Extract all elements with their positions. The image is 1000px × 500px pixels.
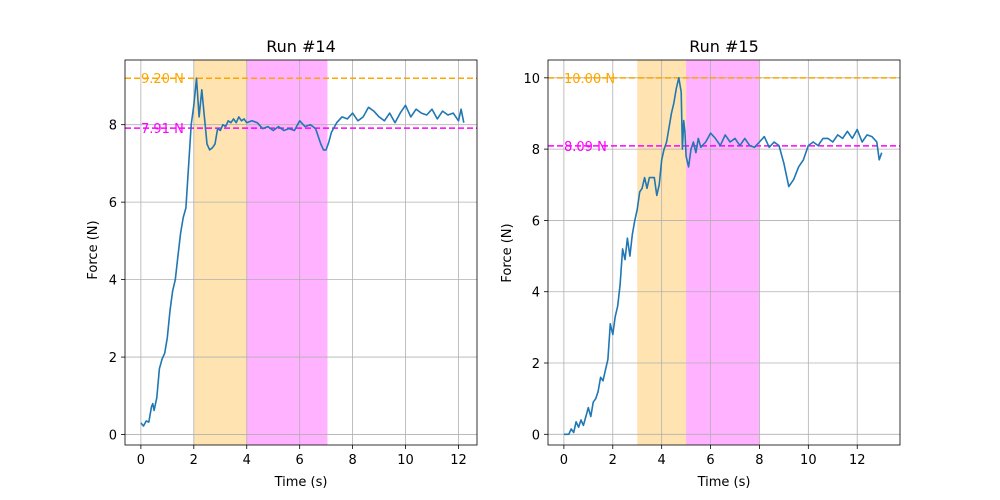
reference-line-label: 9.20 N [141,72,184,87]
y-tick-label: 2 [532,357,540,372]
x-tick-label: 10 [397,453,414,468]
shaded-span [193,60,247,445]
y-axis-label: Force (N) [86,220,101,279]
y-tick-label: 8 [532,143,540,158]
reference-line-label: 7.91 N [141,122,184,137]
y-tick-label: 4 [109,274,117,289]
series-line [140,77,465,427]
x-tick-label: 6 [296,453,304,468]
reference-line-label: 10.00 N [564,72,615,87]
x-tick-label: 0 [137,453,145,468]
chart-title: Run #15 [689,37,759,56]
y-tick-label: 2 [109,351,117,366]
reference-line-label: 8.09 N [564,140,607,155]
y-axis-label: Force (N) [500,223,515,282]
y-tick-label: 4 [532,286,540,301]
x-tick-label: 4 [243,453,251,468]
x-tick-label: 6 [706,453,714,468]
chart-title: Run #14 [266,37,336,56]
subplot-run-14: Run #14 Time (s) Force (N) 9.20 N 7.91 N 0… [86,37,478,490]
x-tick-label: 12 [450,453,467,468]
x-tick-label: 2 [190,453,198,468]
axes-frame [124,59,478,446]
x-tick-label: 8 [348,453,356,468]
shaded-span [246,60,328,445]
y-tick-label: 0 [532,428,540,443]
x-axis-label: Time (s) [274,475,328,490]
x-tick-label: 0 [560,453,568,468]
y-tick-label: 6 [109,196,117,211]
x-tick-label: 8 [755,453,763,468]
axes-frame [547,59,901,446]
subplot-run-15: Run #15 Time (s) Force (N) 10.00 N 8.09 N… [500,37,901,490]
x-tick-label: 4 [658,453,666,468]
x-tick-label: 10 [800,453,817,468]
y-tick-label: 6 [532,214,540,229]
shaded-span [686,60,760,445]
x-tick-label: 12 [849,453,866,468]
y-tick-label: 10 [523,72,540,87]
y-tick-label: 8 [109,119,117,134]
series-line [563,77,883,436]
y-tick-label: 0 [109,429,117,444]
x-tick-label: 2 [609,453,617,468]
x-axis-label: Time (s) [697,475,751,490]
